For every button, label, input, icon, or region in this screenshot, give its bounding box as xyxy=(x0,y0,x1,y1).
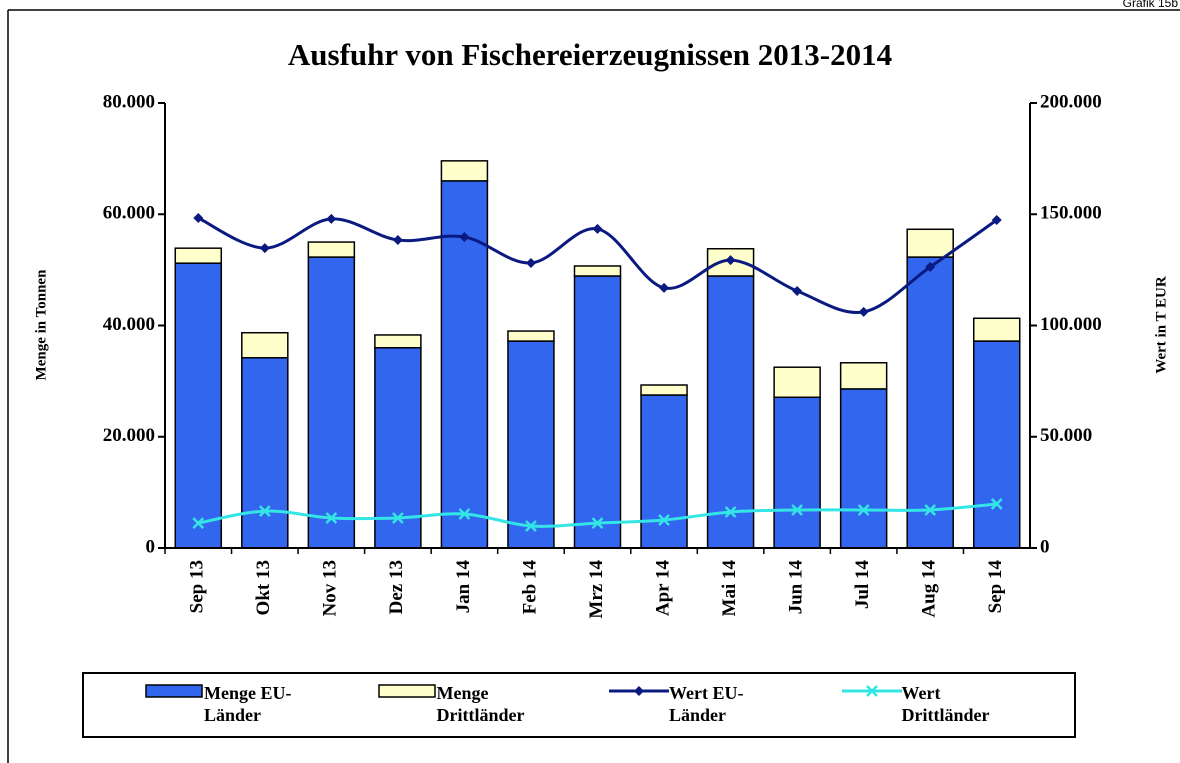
x-tick-label: Sep 14 xyxy=(985,560,1006,614)
marker xyxy=(392,235,403,246)
bar xyxy=(573,265,622,277)
bar xyxy=(839,388,888,549)
marker xyxy=(591,517,604,529)
x-tick-label: Okt 13 xyxy=(253,560,274,615)
legend-entry: Wert Drittländer xyxy=(841,682,1075,736)
x-tick-label: Apr 14 xyxy=(652,560,673,617)
y2-tick-label: 150.000 xyxy=(1040,203,1102,224)
bar xyxy=(374,334,422,349)
x-tick-label: Dez 13 xyxy=(386,560,407,614)
legend-label: Menge EU-Länder xyxy=(204,683,292,725)
marker xyxy=(792,286,803,297)
bar xyxy=(507,340,555,549)
bar xyxy=(773,396,821,549)
chart-title: Ausfuhr von Fischereierzeugnissen 2013-2… xyxy=(288,37,892,72)
bar xyxy=(640,394,688,549)
bar xyxy=(972,317,1021,342)
x-tick-label: Sep 13 xyxy=(187,560,208,613)
x-tick-label: Mrz 14 xyxy=(586,560,607,619)
legend-entry: Menge Drittländer xyxy=(377,682,610,736)
bar xyxy=(440,160,489,182)
marker xyxy=(592,223,603,234)
legend-label: Wert EU-Länder xyxy=(669,683,744,725)
x-tick-label: Jan 14 xyxy=(453,560,474,614)
legend-swatch xyxy=(145,684,203,698)
legend-label: Menge Drittländer xyxy=(436,683,525,725)
legend-key xyxy=(609,686,669,696)
bar xyxy=(241,357,289,549)
bar xyxy=(174,262,223,549)
x-tick-label: Jun 14 xyxy=(785,560,806,615)
bar xyxy=(507,330,555,342)
bar xyxy=(307,256,356,549)
marker xyxy=(325,512,338,524)
marker xyxy=(925,261,936,272)
bar xyxy=(640,384,688,396)
marker xyxy=(259,243,270,254)
marker xyxy=(990,498,1003,510)
marker xyxy=(791,504,803,516)
marker xyxy=(659,282,670,293)
legend-key xyxy=(145,684,203,698)
legend-marker xyxy=(865,685,878,697)
bar xyxy=(374,347,422,549)
marker xyxy=(392,512,404,524)
marker xyxy=(192,517,205,529)
y-tick-label: 20.000 xyxy=(103,425,155,446)
bar xyxy=(906,228,954,258)
y-axis-label: Menge in Tonnen xyxy=(33,269,49,381)
y-tick-label: 40.000 xyxy=(103,314,155,335)
bar xyxy=(972,340,1021,549)
bar xyxy=(573,275,622,549)
marker xyxy=(258,505,271,517)
y2-tick-label: 100.000 xyxy=(1040,314,1102,335)
marker xyxy=(724,506,737,518)
marker xyxy=(525,520,537,532)
marker xyxy=(658,514,670,526)
legend-entry: Wert EU-Länder xyxy=(609,682,842,736)
bar xyxy=(307,241,356,258)
marker xyxy=(858,306,869,317)
y2-tick-label: 50.000 xyxy=(1040,425,1092,446)
bar xyxy=(706,275,755,549)
marker xyxy=(326,213,337,224)
corner-label: Grafik 15b xyxy=(1123,0,1179,10)
y-tick-label: 80.000 xyxy=(103,91,155,112)
y2-axis-label: Wert in T EUR xyxy=(1153,276,1169,374)
bar xyxy=(839,362,888,390)
x-tick-label: Feb 14 xyxy=(519,560,540,615)
bar xyxy=(906,256,954,549)
legend-entry: Menge EU-Länder xyxy=(144,682,377,736)
legend-marker xyxy=(634,686,644,696)
x-tick-label: Nov 13 xyxy=(320,560,341,616)
x-tick-label: Mai 14 xyxy=(719,560,740,617)
marker xyxy=(924,504,937,516)
marker xyxy=(991,215,1002,226)
marker xyxy=(725,255,736,266)
x-tick-label: Aug 14 xyxy=(919,560,940,618)
y-tick-label: 0 xyxy=(146,536,156,557)
legend-label: Wert Drittländer xyxy=(901,683,990,725)
marker xyxy=(193,213,204,224)
y2-tick-label: 0 xyxy=(1040,536,1050,557)
legend-swatch xyxy=(377,684,436,698)
legend-key xyxy=(841,685,902,697)
x-tick-label: Jul 14 xyxy=(852,560,873,610)
marker xyxy=(459,231,470,242)
marker xyxy=(525,257,536,268)
legend-key xyxy=(377,684,436,698)
marker xyxy=(857,504,870,516)
bar xyxy=(773,366,821,399)
bar xyxy=(241,331,289,359)
bar xyxy=(174,247,223,264)
legend: Menge EU-Länder Menge Drittländer Wert EU-… xyxy=(82,672,1076,738)
y-tick-label: 60.000 xyxy=(103,203,155,224)
y2-tick-label: 200.000 xyxy=(1040,91,1102,112)
marker xyxy=(458,508,471,520)
